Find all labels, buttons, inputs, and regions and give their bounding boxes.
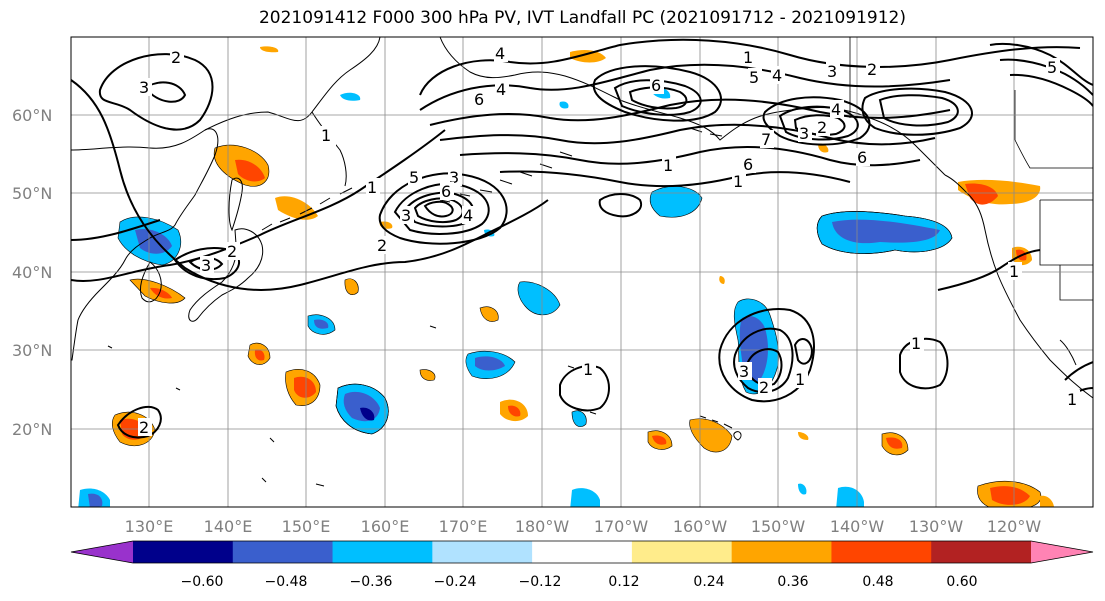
lon-label: 170°W: [594, 517, 649, 536]
contour-label: 1: [663, 156, 673, 175]
contour-label: 1: [743, 48, 753, 67]
colorbar-segment: [432, 541, 533, 563]
contour-label: 2: [377, 236, 387, 255]
contour-label: 5: [1047, 58, 1057, 77]
lat-label: 20°N: [12, 420, 52, 439]
colorbar-tick-label: 0.36: [777, 574, 808, 590]
colorbar-outline: [70, 540, 1094, 564]
contour-label: 3: [827, 62, 837, 81]
contour-label: 4: [496, 80, 506, 99]
contour-labels: 2 3 1 4 4 6 1 1 5 3 4 2 5 6 6 3 2 4 6 7 …: [138, 44, 1080, 437]
contour-label: 4: [831, 100, 841, 119]
contour-label: 3: [799, 124, 809, 143]
map-title: 2021091412 F000 300 hPa PV, IVT Landfall…: [258, 8, 906, 28]
lat-axis: 60°N 50°N 40°N 30°N 20°N: [12, 106, 52, 439]
contour-label: 1: [1009, 262, 1019, 281]
colorbar-segment: [931, 541, 1032, 563]
colorbar-ticks: −0.60 −0.48 −0.36 −0.24 −0.12 0.12 0.24 …: [181, 574, 978, 590]
lat-label: 60°N: [12, 106, 52, 125]
contour-label: 2: [817, 118, 827, 137]
coastlines: [71, 37, 1093, 487]
lon-label: 180°W: [515, 517, 570, 536]
contour-label: 2: [227, 242, 237, 261]
contour-label: 1: [911, 334, 921, 353]
lat-label: 50°N: [12, 184, 52, 203]
contour-label: 2: [139, 418, 149, 437]
lat-label: 30°N: [12, 341, 52, 360]
contour-label: 6: [651, 76, 661, 95]
colorbar-tick-label: −0.36: [350, 574, 393, 590]
contour-label: 3: [401, 206, 411, 225]
colorbar-extension-min: [71, 541, 133, 563]
colorbar-tick-label: −0.12: [519, 574, 562, 590]
contour-label: 1: [1067, 390, 1077, 409]
contour-label: 4: [495, 44, 505, 63]
lon-label: 140°W: [830, 517, 885, 536]
colorbar-segment: [731, 541, 832, 563]
colorbar-segment: [332, 541, 433, 563]
colorbar-segment: [831, 541, 932, 563]
colorbar-segment: [232, 541, 334, 563]
contour-label: 3: [139, 78, 149, 97]
colorbar-tick-label: −0.24: [434, 574, 477, 590]
colorbar-tick-label: 0.48: [862, 574, 893, 590]
pv-contours: [71, 38, 1093, 439]
colorbar-segment: [631, 541, 733, 563]
contour-label: 5: [409, 168, 419, 187]
colorbar-tick-label: −0.48: [265, 574, 308, 590]
contour-label: 7: [761, 130, 771, 149]
contour-label: 3: [739, 362, 749, 381]
contour-label: 1: [367, 178, 377, 197]
contour-label: 5: [749, 68, 759, 87]
lon-label: 150°E: [282, 517, 331, 536]
contour-label: 1: [795, 370, 805, 389]
lon-label: 160°W: [673, 517, 728, 536]
contour-label: 6: [441, 182, 451, 201]
contour-label: 1: [733, 172, 743, 191]
contour-label: 6: [857, 148, 867, 167]
lon-label: 150°W: [751, 517, 806, 536]
lon-label: 120°W: [987, 517, 1042, 536]
contour-label: 1: [321, 126, 331, 145]
lon-label: 130°E: [125, 517, 174, 536]
lon-label: 130°W: [909, 517, 964, 536]
contour-label: 2: [171, 48, 181, 67]
ivt-contours: [335, 211, 953, 435]
colorbar: [70, 540, 1094, 564]
contour-label: 2: [759, 378, 769, 397]
lon-label: 160°E: [361, 517, 410, 536]
colorbar-tick-label: −0.60: [181, 574, 224, 590]
colorbar-segment: [532, 541, 633, 563]
contour-label: 6: [743, 155, 753, 174]
plot-frame: [70, 36, 1094, 508]
colorbar-extension-max: [1031, 541, 1093, 563]
contour-label: 6: [474, 90, 484, 109]
colorbar-tick-label: 0.12: [608, 574, 639, 590]
lat-label: 40°N: [12, 263, 52, 282]
contour-label: 1: [583, 360, 593, 379]
lon-label: 170°E: [439, 517, 488, 536]
contour-label: 3: [201, 256, 211, 275]
contour-label: 4: [772, 66, 782, 85]
lon-label: 140°E: [204, 517, 253, 536]
colorbar-tick-label: 0.60: [946, 574, 977, 590]
lon-axis: 130°E 140°E 150°E 160°E 170°E 180°W 170°…: [125, 517, 1042, 536]
contour-label: 3: [449, 168, 459, 187]
contour-label: 2: [867, 60, 877, 79]
colorbar-segment: [133, 541, 234, 563]
contour-label: 4: [463, 206, 473, 225]
colorbar-tick-label: 0.24: [693, 574, 724, 590]
